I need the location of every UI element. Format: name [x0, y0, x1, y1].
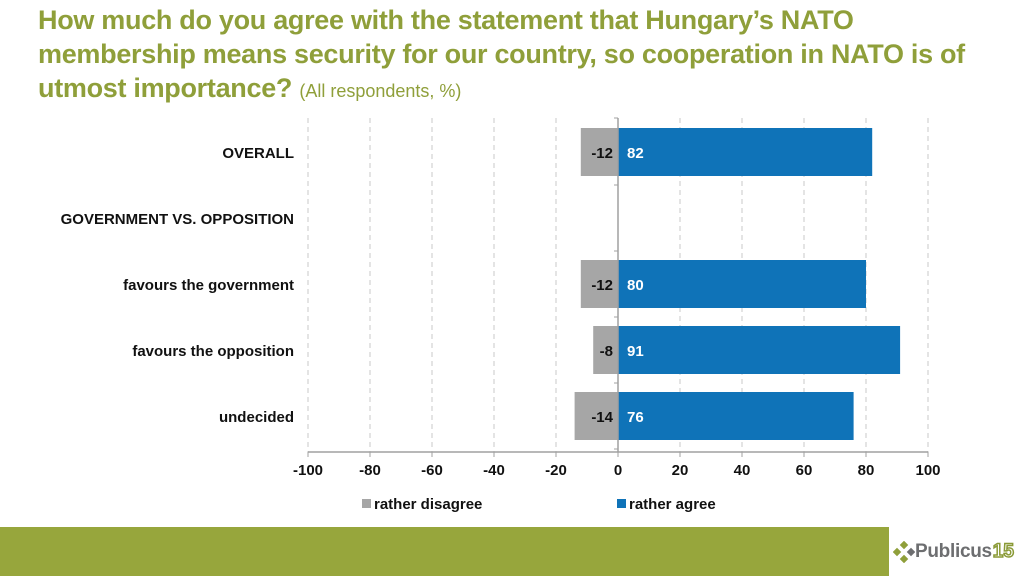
category-label: OVERALL: [222, 145, 294, 162]
legend-swatch: [362, 499, 371, 508]
logo-number: 15: [992, 540, 1015, 563]
data-label-agree: 91: [627, 343, 644, 360]
bar-rather-disagree: [574, 392, 618, 440]
legend: rather disagree rather agree: [362, 496, 716, 513]
category-label: GOVERNMENT VS. OPPOSITION: [61, 211, 294, 228]
category-label: undecided: [219, 409, 294, 426]
bar-rather-disagree: [580, 128, 618, 176]
x-tick-label: -60: [421, 462, 443, 479]
chart-subtitle: (All respondents, %): [299, 81, 462, 101]
data-label-disagree: -14: [591, 409, 613, 426]
x-tick-label: 0: [614, 462, 622, 479]
data-label-disagree: -12: [591, 145, 613, 162]
data-label-agree: 76: [627, 409, 644, 426]
category-label: favours the government: [123, 277, 294, 294]
data-label-disagree: -8: [600, 343, 613, 360]
x-tick-label: 100: [915, 462, 940, 479]
data-label-agree: 80: [627, 277, 644, 294]
logo-diamond-icon: [893, 541, 915, 563]
x-axis: -100 -80 -60 -40 -20 0 20 40 60 80 100: [293, 117, 941, 479]
footer-bar: [0, 527, 889, 576]
bar-rather-disagree: [580, 260, 618, 308]
x-tick-label: -80: [359, 462, 381, 479]
data-label-agree: 82: [627, 145, 644, 162]
x-tick-label: 60: [796, 462, 813, 479]
x-tick-label: 80: [858, 462, 875, 479]
bar-rather-agree: [618, 326, 901, 374]
legend-swatch: [617, 499, 626, 508]
bar-rather-agree: [618, 260, 866, 308]
diverging-bar-chart: -12 82 -12 80 -8 91 -14 76 OVERALL GOVERNMENT VS…: [61, 117, 941, 513]
x-tick-label: -40: [483, 462, 505, 479]
x-tick-label: 40: [734, 462, 751, 479]
category-label: favours the opposition: [132, 343, 294, 360]
legend-label: rather disagree: [374, 496, 482, 513]
x-tick-label: 20: [672, 462, 689, 479]
chart-title-main: How much do you agree with the statement…: [38, 5, 965, 103]
publicus-logo: Publicus 15: [893, 536, 1015, 568]
data-label-disagree: -12: [591, 277, 613, 294]
bar-rather-agree: [618, 392, 854, 440]
x-tick-label: -20: [545, 462, 567, 479]
bars: -12 82 -12 80 -8 91 -14 76: [574, 128, 901, 440]
bar-rather-disagree: [593, 326, 618, 374]
bar-rather-agree: [618, 128, 873, 176]
category-labels: OVERALL GOVERNMENT VS. OPPOSITION favours …: [61, 145, 294, 426]
chart-title: How much do you agree with the statement…: [38, 3, 998, 108]
logo-text: Publicus: [915, 541, 992, 562]
legend-label: rather agree: [629, 496, 716, 513]
x-tick-label: -100: [293, 462, 323, 479]
